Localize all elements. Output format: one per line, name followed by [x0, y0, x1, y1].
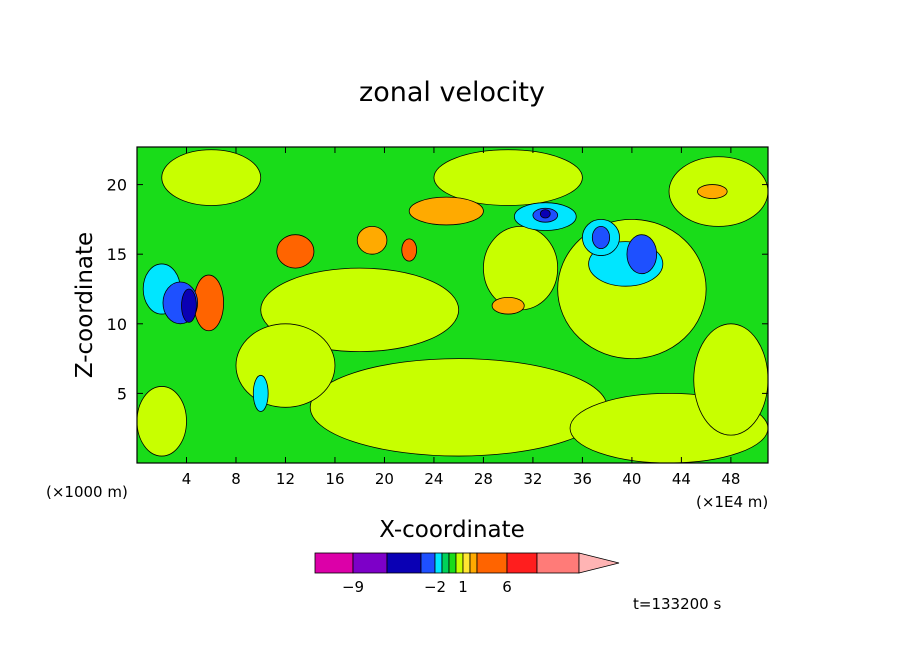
contour-region-blue — [626, 234, 658, 275]
colorbar-swatch — [476, 552, 508, 574]
contour-region-yellow — [309, 358, 608, 457]
contour-region-yellow — [161, 149, 262, 206]
contour-region-blue — [591, 225, 611, 250]
contour-region-yellow — [137, 386, 187, 457]
contour-region-orange — [193, 274, 225, 332]
contour-region-navy — [539, 209, 551, 219]
y-tick-label: 15 — [107, 245, 127, 264]
colorbar-label: −2 — [424, 578, 446, 596]
colorbar-swatch — [352, 552, 388, 574]
chart-title: zonal velocity — [359, 77, 545, 108]
x-tick-label: 44 — [672, 470, 691, 488]
colorbar-swatch — [469, 552, 478, 574]
x-tick-label: 12 — [276, 470, 295, 488]
colorbar-swatch — [441, 552, 450, 574]
colorbar-label: −9 — [342, 578, 364, 596]
plot-frame — [136, 146, 769, 464]
x-axis-label: X-coordinate — [379, 517, 525, 543]
x-tick-label: 40 — [622, 470, 641, 488]
x-tick-label: 20 — [375, 470, 394, 488]
contour-region-orange-light — [491, 296, 525, 315]
y-axis-ticks: 5 10 15 20 — [107, 176, 768, 403]
contour-region-cyan — [252, 374, 269, 412]
x-tick-label: 36 — [573, 470, 592, 488]
colorbar-arrow — [578, 552, 620, 574]
y-axis-label: Z-coordinate — [72, 232, 98, 378]
colorbar-swatch — [420, 552, 436, 574]
contour-region-orange-light — [697, 184, 728, 199]
contour-region-navy — [181, 288, 197, 323]
x-tick-label: 4 — [182, 470, 192, 488]
contour-region-yellow — [693, 323, 768, 436]
x-tick-label: 28 — [474, 470, 493, 488]
contour-region-yellow — [483, 225, 559, 311]
colorbar-label: 1 — [458, 578, 468, 596]
x-axis-ticks: 4 8 12 16 20 24 28 32 36 40 44 48 — [182, 147, 740, 488]
colorbar-swatch — [506, 552, 538, 574]
colorbar-swatch — [434, 552, 443, 574]
contour-regions — [137, 149, 768, 463]
y-tick-label: 5 — [117, 384, 127, 403]
colorbar-swatch — [448, 552, 457, 574]
colorbar-swatch — [314, 552, 354, 574]
colorbar — [314, 552, 620, 574]
y-tick-label: 20 — [107, 176, 127, 195]
y-unit-note: (×1000 m) — [46, 483, 128, 501]
x-tick-label: 8 — [231, 470, 241, 488]
contour-region-orange-light — [408, 196, 484, 226]
colorbar-swatch — [386, 552, 422, 574]
colorbar-swatch — [455, 552, 464, 574]
plot-area — [137, 147, 768, 463]
colorbar-label: 6 — [502, 578, 512, 596]
colorbar-swatch — [462, 552, 471, 574]
x-tick-label: 24 — [424, 470, 443, 488]
time-label: t=133200 s — [633, 595, 721, 613]
contour-region-orange — [401, 238, 418, 262]
contour-region-yellow — [433, 149, 583, 206]
x-tick-label: 32 — [523, 470, 542, 488]
contour-region-orange — [276, 234, 315, 269]
x-tick-label: 48 — [721, 470, 740, 488]
x-tick-label: 16 — [325, 470, 344, 488]
contour-region-yellow — [235, 323, 336, 408]
x-unit-note: (×1E4 m) — [696, 493, 768, 511]
colorbar-labels: −9 −2 1 6 — [342, 578, 512, 596]
contour-region-orange-light — [356, 225, 388, 255]
y-tick-label: 10 — [107, 315, 127, 334]
colorbar-swatch — [536, 552, 580, 574]
